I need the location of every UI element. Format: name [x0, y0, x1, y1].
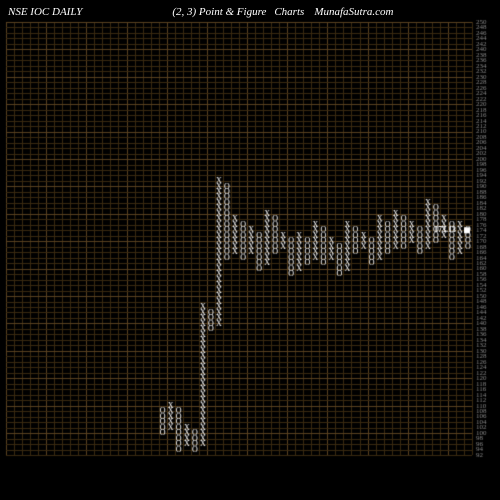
- chart-container: NSE IOC DAILY (2, 3) Point & Figure Char…: [0, 0, 500, 500]
- chart-header: NSE IOC DAILY (2, 3) Point & Figure Char…: [8, 6, 492, 18]
- source-label: MunafaSutra.com: [314, 6, 393, 18]
- chart-title: Charts: [274, 6, 304, 18]
- symbol-label: NSE IOC DAILY: [8, 6, 82, 18]
- params-label: (2, 3) Point & Figure: [172, 6, 266, 18]
- pnf-chart-canvas: [0, 0, 500, 500]
